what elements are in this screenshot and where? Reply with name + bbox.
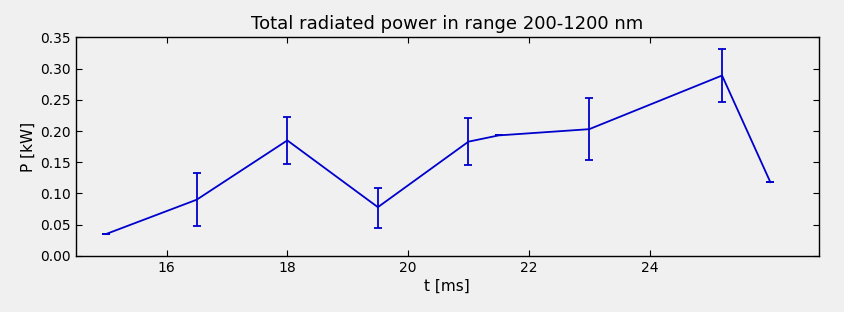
- X-axis label: t [ms]: t [ms]: [425, 279, 470, 294]
- Y-axis label: P [kW]: P [kW]: [21, 122, 36, 172]
- Title: Total radiated power in range 200-1200 nm: Total radiated power in range 200-1200 n…: [252, 15, 643, 33]
